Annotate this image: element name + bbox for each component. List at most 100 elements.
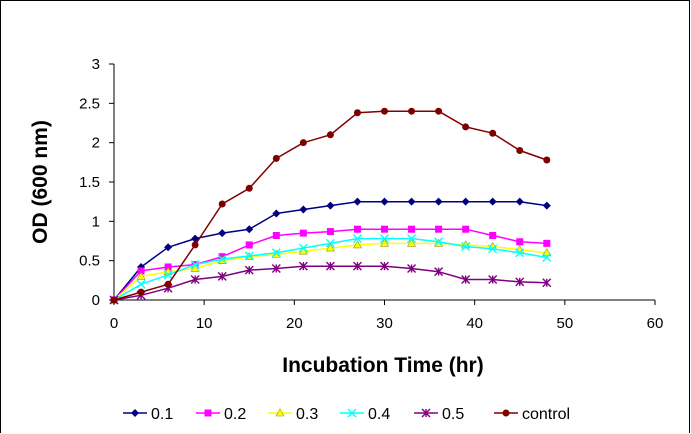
data-point — [515, 197, 524, 206]
data-point — [245, 241, 253, 249]
legend-label: control — [522, 406, 570, 423]
data-point — [408, 225, 416, 233]
data-point — [461, 197, 470, 206]
data-point — [299, 139, 307, 147]
data-point — [271, 248, 281, 258]
data-point — [164, 263, 172, 271]
data-point — [462, 225, 470, 233]
data-point — [190, 260, 200, 270]
legend-label: 0.5 — [442, 406, 464, 423]
legend-item: 0.4 — [340, 406, 390, 423]
data-point — [272, 231, 280, 239]
data-point — [434, 197, 443, 206]
y-tick-label: 0.5 — [79, 253, 100, 270]
y-tick-label: 2 — [92, 135, 100, 152]
x-tick-label: 40 — [466, 315, 483, 332]
series-0-4 — [109, 234, 552, 305]
data-point — [381, 107, 388, 115]
data-point — [407, 234, 417, 244]
data-point — [190, 275, 200, 285]
x-tick-label: 50 — [556, 315, 573, 332]
data-point — [325, 238, 335, 248]
data-point — [217, 254, 227, 264]
data-point — [299, 205, 308, 214]
data-point — [353, 109, 361, 117]
data-point — [516, 147, 524, 155]
data-point — [461, 242, 471, 252]
x-tick-label: 30 — [376, 315, 393, 332]
data-point — [543, 239, 551, 247]
data-point — [421, 408, 431, 418]
series-layer — [109, 107, 552, 305]
data-point — [408, 107, 416, 115]
data-point — [245, 184, 253, 192]
legend-label: 0.2 — [224, 406, 246, 423]
data-point — [275, 408, 285, 417]
data-point — [407, 197, 416, 206]
legend: 0.1 0.2 0.3 0.4 0.5 control — [123, 406, 570, 423]
data-point — [272, 209, 281, 218]
data-point — [164, 243, 173, 252]
data-point — [131, 409, 139, 417]
data-point — [380, 197, 389, 206]
data-point — [325, 243, 335, 252]
data-point — [353, 197, 362, 206]
y-tick-label: 0 — [92, 292, 100, 309]
data-point — [542, 253, 552, 263]
data-point — [434, 267, 444, 277]
data-point — [352, 234, 362, 244]
series-0-1 — [110, 197, 551, 304]
data-point — [435, 225, 443, 233]
data-point — [407, 238, 417, 247]
data-point — [298, 261, 308, 271]
series-control — [110, 107, 551, 304]
data-point — [244, 265, 254, 275]
data-point — [515, 248, 525, 258]
data-point — [326, 228, 334, 236]
data-point — [204, 409, 212, 417]
legend-label: 0.4 — [368, 406, 390, 423]
data-point — [325, 261, 335, 271]
legend-label: 0.1 — [151, 406, 173, 423]
data-point — [136, 279, 146, 289]
data-point — [110, 296, 118, 304]
data-point — [381, 225, 388, 233]
data-point — [435, 107, 443, 115]
data-point — [136, 271, 146, 280]
data-point — [272, 154, 280, 162]
legend-item: 0.2 — [196, 406, 246, 423]
data-point — [380, 234, 389, 244]
data-point — [488, 244, 498, 254]
data-point — [542, 278, 552, 288]
data-point — [488, 197, 497, 206]
data-point — [218, 229, 227, 238]
series-0-5 — [109, 261, 552, 305]
x-axis-ticks: 0 10 20 30 40 50 60 — [110, 300, 664, 332]
data-point — [163, 270, 173, 280]
legend-item: 0.3 — [268, 406, 318, 423]
data-point — [326, 131, 334, 139]
x-tick-label: 0 — [110, 315, 118, 332]
data-point — [462, 123, 470, 131]
data-point — [190, 263, 200, 272]
data-point — [218, 200, 226, 208]
x-tick-label: 20 — [286, 315, 303, 332]
y-tick-label: 1.5 — [79, 174, 100, 191]
x-tick-label: 60 — [647, 315, 664, 332]
data-point — [542, 201, 551, 210]
data-point — [244, 251, 254, 261]
data-point — [489, 129, 497, 137]
data-point — [542, 248, 552, 257]
data-point — [352, 261, 362, 271]
legend-label: 0.3 — [296, 406, 318, 423]
data-point — [271, 264, 281, 274]
legend-item: 0.5 — [414, 406, 464, 423]
data-point — [217, 271, 227, 281]
data-point — [380, 261, 389, 271]
legend-item: 0.1 — [123, 406, 173, 423]
x-axis-title: Incubation Time (hr) — [282, 354, 483, 377]
data-point — [502, 409, 510, 417]
y-tick-label: 1 — [92, 213, 100, 230]
data-point — [352, 240, 362, 249]
